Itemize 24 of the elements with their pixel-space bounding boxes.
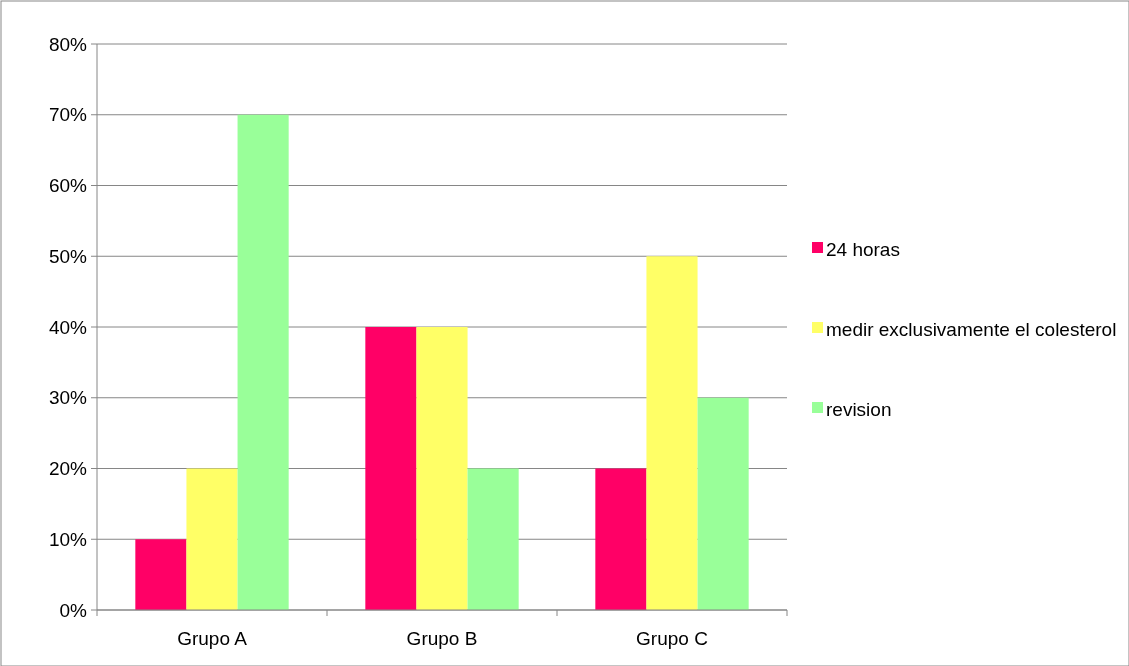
legend-label: revision	[826, 398, 892, 420]
y-tick-label: 40%	[48, 316, 88, 338]
bar	[467, 468, 519, 610]
bar	[365, 327, 417, 610]
y-tick-label: 60%	[48, 175, 88, 196]
bar	[237, 114, 289, 610]
bar	[697, 397, 749, 610]
bar	[135, 539, 187, 610]
y-tick-label: 30%	[48, 387, 88, 409]
x-tick-label: Grupo A	[177, 628, 248, 649]
y-tick-label: 80%	[48, 33, 88, 55]
y-tick-label: 50%	[48, 245, 88, 267]
x-tick-label: Grupo B	[406, 628, 478, 649]
y-tick-label: 70%	[48, 104, 88, 126]
y-tick-label: 10%	[48, 528, 88, 550]
bar	[595, 468, 647, 610]
legend-label: medir exclusivamente el colesterol	[826, 318, 1117, 340]
bar	[416, 327, 468, 610]
legend-label: 24 horas	[826, 238, 900, 260]
y-tick-label: 20%	[48, 458, 88, 479]
bar	[646, 256, 698, 610]
bar	[186, 468, 238, 610]
y-tick-label: 0%	[59, 599, 88, 621]
x-tick-label: Grupo C	[636, 628, 708, 649]
